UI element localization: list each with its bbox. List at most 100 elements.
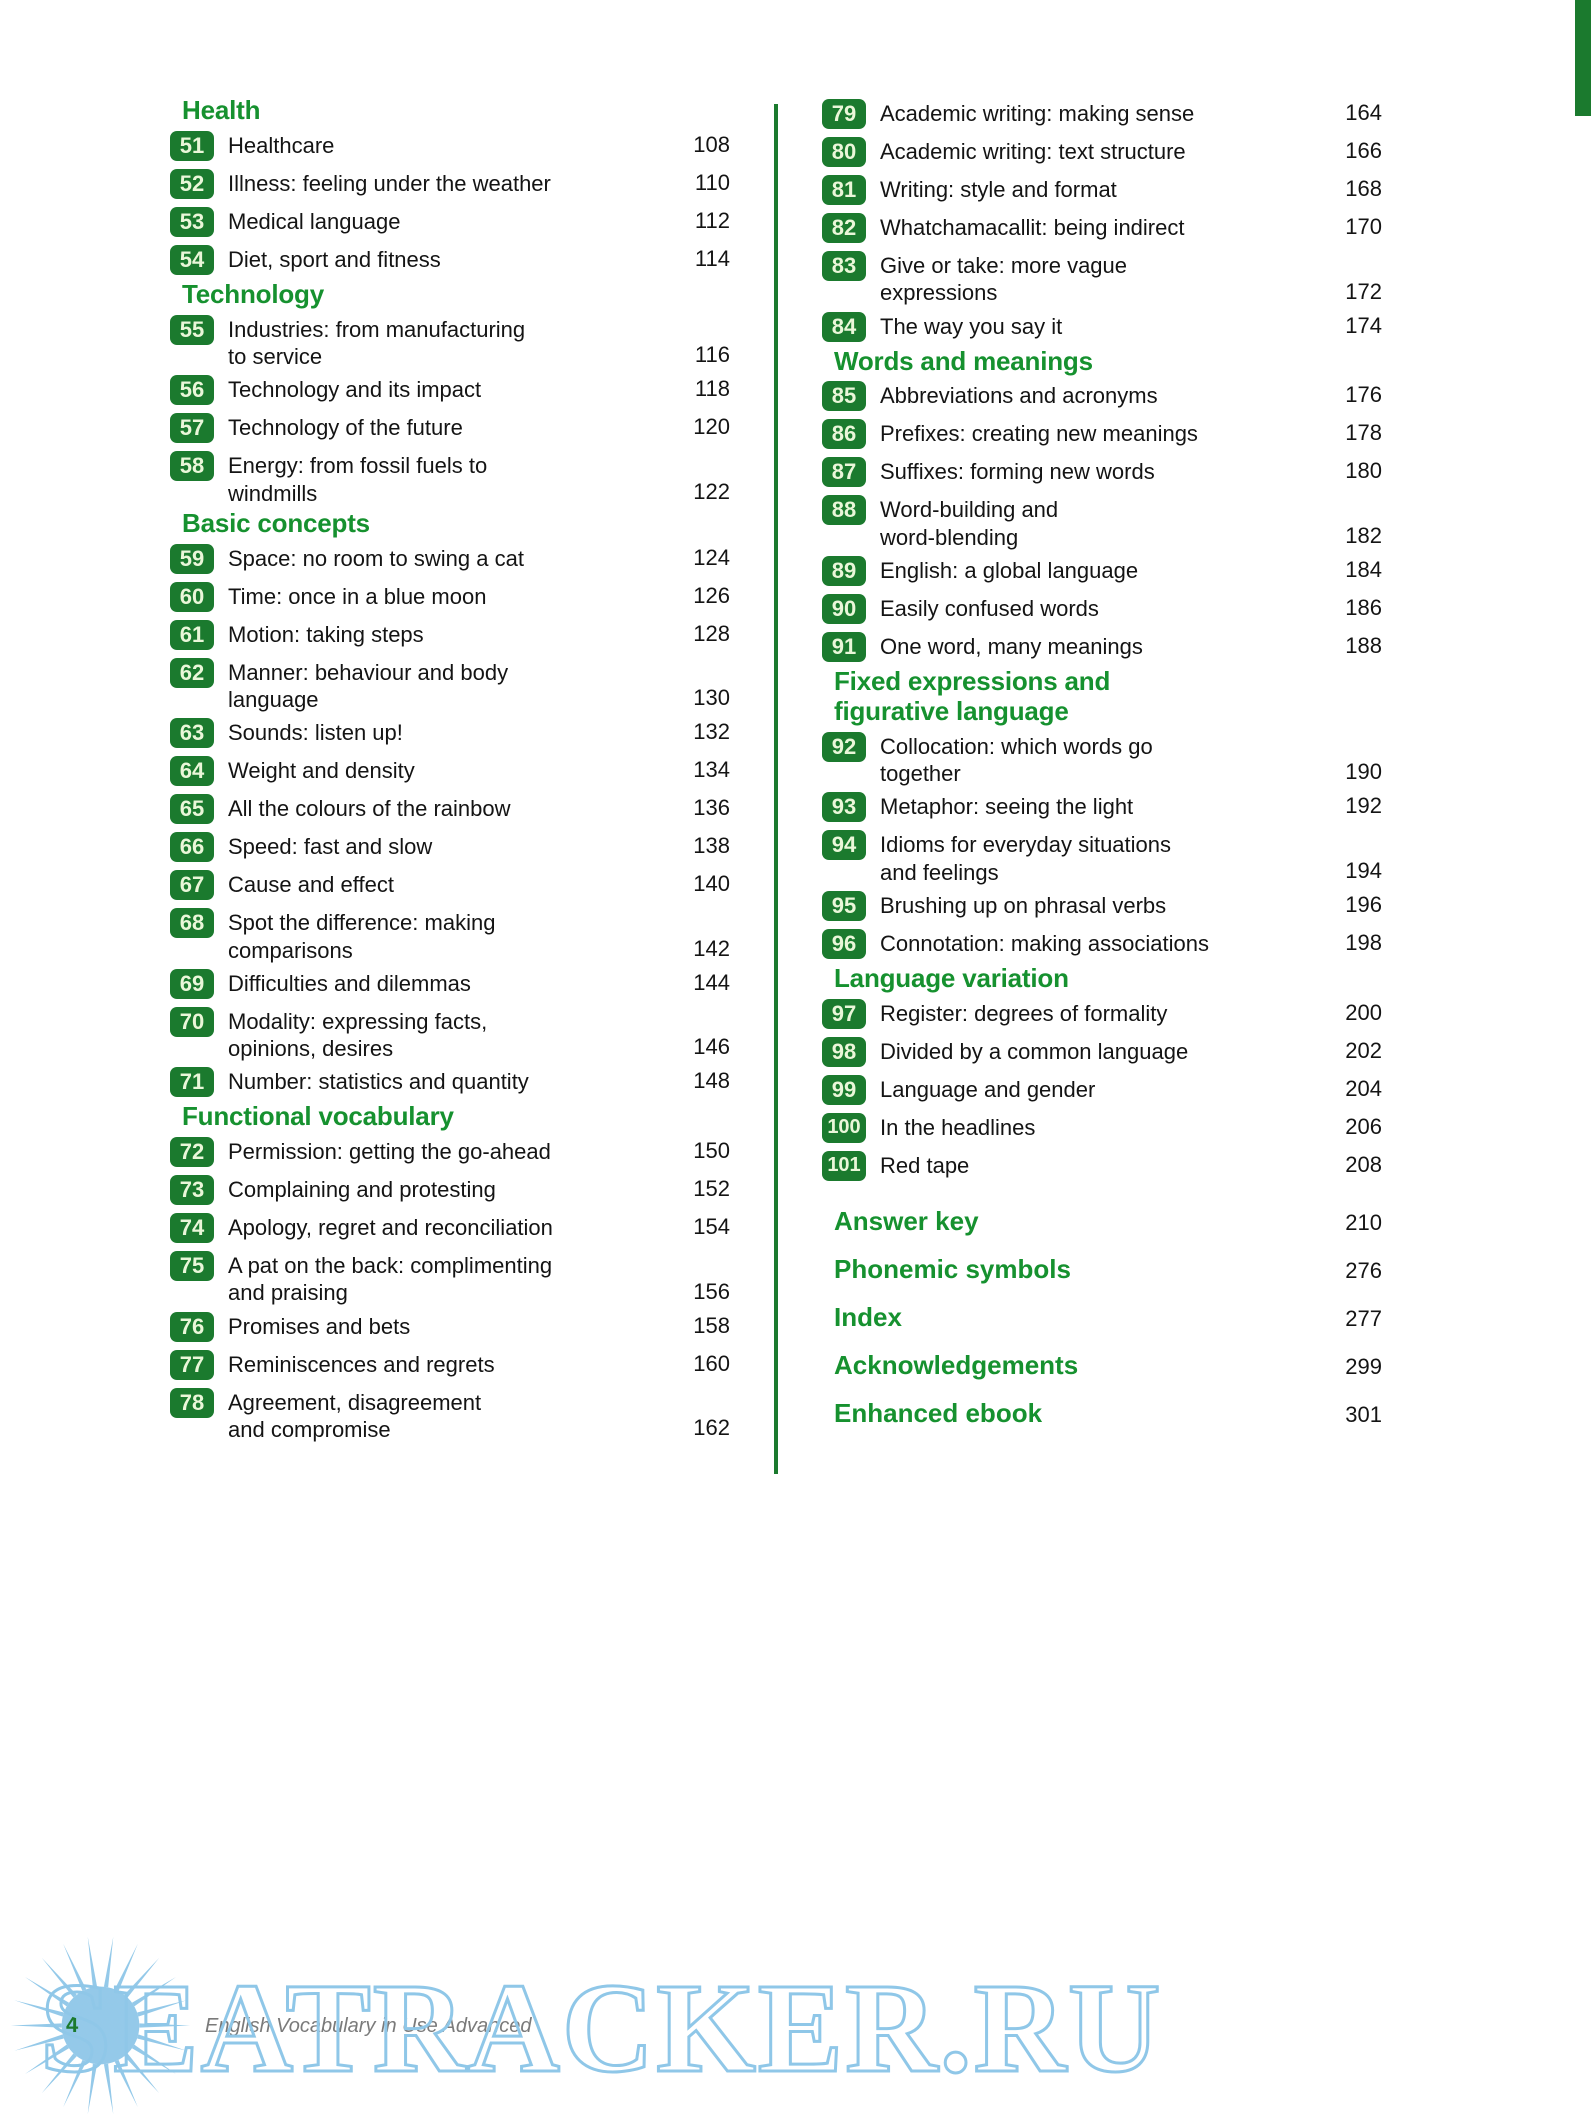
toc-section-heading: Basic concepts (182, 507, 370, 538)
toc-entry-page-number: 164 (1345, 100, 1382, 125)
unit-number-badge: 57 (170, 413, 214, 444)
toc-entry[interactable]: 87 Suffixes: forming new words 180 (822, 454, 1382, 490)
toc-entry[interactable]: 59 Space: no room to swing a cat 124 (170, 541, 730, 577)
toc-entry-page-number: 208 (1345, 1151, 1382, 1177)
toc-entry[interactable]: 86 Prefixes: creating new meanings 178 (822, 416, 1382, 452)
toc-backmatter-row[interactable]: Acknowledgements 299 (822, 1350, 1382, 1394)
toc-entry-title: Easily confused words (880, 595, 1099, 621)
unit-number-badge: 94 (822, 830, 866, 861)
toc-right-column: 79 Academic writing: making sense 164 80 Aca… (822, 96, 1382, 1446)
toc-backmatter-page-number: 210 (1345, 1209, 1382, 1235)
toc-entry[interactable]: 98 Divided by a common language 202 (822, 1034, 1382, 1070)
toc-backmatter-row[interactable]: Answer key 210 (822, 1206, 1382, 1250)
toc-entry-page-number: 172 (1345, 278, 1382, 304)
unit-number-badge: 73 (170, 1175, 214, 1206)
toc-entry[interactable]: 100 In the headlines 206 (822, 1110, 1382, 1146)
toc-entry[interactable]: 63 Sounds: listen up! 132 (170, 715, 730, 751)
toc-entry[interactable]: 66 Speed: fast and slow 138 (170, 829, 730, 865)
unit-number-badge: 52 (170, 168, 214, 199)
toc-entry[interactable]: 88 Word-building and word-blending 182 (822, 492, 1382, 551)
toc-entry[interactable]: 73 Complaining and protesting 152 (170, 1172, 730, 1208)
toc-entry[interactable]: 101 Red tape 208 (822, 1148, 1382, 1184)
toc-backmatter-row[interactable]: Phonemic symbols 276 (822, 1254, 1382, 1298)
unit-number-badge: 87 (822, 457, 866, 488)
toc-entry[interactable]: 76 Promises and bets 158 (170, 1309, 730, 1345)
unit-number-badge: 67 (170, 870, 214, 901)
toc-entry[interactable]: 96 Connotation: making associations 198 (822, 926, 1382, 962)
toc-entry[interactable]: 91 One word, many meanings 188 (822, 629, 1382, 665)
toc-entry[interactable]: 61 Motion: taking steps 128 (170, 617, 730, 653)
toc-entry[interactable]: 79 Academic writing: making sense 164 (822, 96, 1382, 132)
toc-entry[interactable]: 67 Cause and effect 140 (170, 867, 730, 903)
unit-number-badge: 97 (822, 998, 866, 1029)
unit-number-badge: 89 (822, 555, 866, 586)
toc-entry[interactable]: 58 Energy: from fossil fuels to windmills… (170, 448, 730, 507)
toc-entry[interactable]: 68 Spot the difference: making comparison… (170, 905, 730, 964)
unit-number-badge: 63 (170, 718, 214, 749)
toc-entry-page-number: 192 (1345, 793, 1382, 819)
toc-entry[interactable]: 64 Weight and density 134 (170, 753, 730, 789)
toc-entry-title: Language and gender (880, 1076, 1096, 1102)
toc-entry[interactable]: 52 Illness: feeling under the weather 110 (170, 166, 730, 202)
toc-entry[interactable]: 97 Register: degrees of formality 200 (822, 996, 1382, 1032)
unit-number-badge: 59 (170, 543, 214, 574)
toc-entry[interactable]: 95 Brushing up on phrasal verbs 196 (822, 888, 1382, 924)
toc-entry-title: Manner: behaviour and body language (228, 659, 509, 712)
toc-entry[interactable]: 93 Metaphor: seeing the light 192 (822, 789, 1382, 825)
toc-entry[interactable]: 92 Collocation: which words go together 19… (822, 729, 1382, 788)
toc-entry[interactable]: 70 Modality: expressing facts, opinions, … (170, 1004, 730, 1063)
unit-number-badge: 72 (170, 1137, 214, 1168)
unit-number-badge: 77 (170, 1349, 214, 1380)
toc-entry-title: Complaining and protesting (228, 1177, 496, 1203)
toc-backmatter-row[interactable]: Index 277 (822, 1302, 1382, 1346)
toc-entry-title: Whatchamacallit: being indirect (880, 215, 1185, 240)
toc-entry[interactable]: 51 Healthcare 108 (170, 128, 730, 164)
toc-entry[interactable]: 90 Easily confused words 186 (822, 591, 1382, 627)
toc-entry-title: Word-building and word-blending (880, 497, 1059, 550)
toc-entry-title: Abbreviations and acronyms (880, 383, 1158, 409)
toc-entry[interactable]: 81 Writing: style and format 168 (822, 172, 1382, 208)
toc-entry[interactable]: 65 All the colours of the rainbow 136 (170, 791, 730, 827)
unit-number-badge: 90 (822, 593, 866, 624)
toc-entry-page-number: 144 (693, 969, 730, 995)
unit-number-badge: 81 (822, 175, 866, 205)
toc-entry[interactable]: 69 Difficulties and dilemmas 144 (170, 966, 730, 1002)
toc-entry-page-number: 158 (693, 1312, 730, 1338)
toc-entry[interactable]: 62 Manner: behaviour and body language 130 (170, 655, 730, 714)
toc-entry[interactable]: 83 Give or take: more vague expressions 17… (822, 248, 1382, 307)
toc-entry[interactable]: 85 Abbreviations and acronyms 176 (822, 378, 1382, 414)
toc-entry-page-number: 142 (693, 935, 730, 961)
toc-entry[interactable]: 99 Language and gender 204 (822, 1072, 1382, 1108)
toc-entry[interactable]: 80 Academic writing: text structure 166 (822, 134, 1382, 170)
toc-entry[interactable]: 75 A pat on the back: complimenting and p… (170, 1248, 730, 1307)
toc-entry-page-number: 190 (1345, 759, 1382, 785)
unit-number-badge: 53 (170, 206, 214, 237)
unit-number-badge: 56 (170, 375, 214, 406)
toc-entry[interactable]: 56 Technology and its impact 118 (170, 372, 730, 408)
toc-backmatter-row[interactable]: Enhanced ebook 301 (822, 1398, 1382, 1442)
toc-entry[interactable]: 82 Whatchamacallit: being indirect 170 (822, 210, 1382, 246)
unit-number-badge: 86 (822, 419, 866, 450)
toc-entry[interactable]: 78 Agreement, disagreement and compromise… (170, 1385, 730, 1444)
toc-entry[interactable]: 53 Medical language 112 (170, 204, 730, 240)
toc-entry[interactable]: 54 Diet, sport and fitness 114 (170, 242, 730, 278)
toc-entry[interactable]: 55 Industries: from manufacturing to serv… (170, 312, 730, 371)
unit-number-badge: 54 (170, 244, 214, 275)
toc-entry-title: One word, many meanings (880, 633, 1143, 659)
toc-entry[interactable]: 89 English: a global language 184 (822, 553, 1382, 589)
toc-entry-page-number: 150 (693, 1138, 730, 1164)
toc-entry[interactable]: 57 Technology of the future 120 (170, 410, 730, 446)
toc-entry-page-number: 174 (1345, 312, 1382, 338)
toc-entry[interactable]: 84 The way you say it 174 (822, 309, 1382, 345)
toc-entry[interactable]: 74 Apology, regret and reconciliation 154 (170, 1210, 730, 1246)
toc-entry[interactable]: 94 Idioms for everyday situations and fee… (822, 827, 1382, 886)
unit-number-badge: 85 (822, 381, 866, 412)
toc-entry-page-number: 128 (693, 620, 730, 646)
toc-entry[interactable]: 72 Permission: getting the go-ahead 150 (170, 1134, 730, 1170)
toc-entry-title: Industries: from manufacturing to servic… (228, 316, 526, 370)
page-number: 4 (66, 2012, 79, 2037)
toc-entry[interactable]: 60 Time: once in a blue moon 126 (170, 579, 730, 615)
toc-entry[interactable]: 71 Number: statistics and quantity 148 (170, 1064, 730, 1100)
toc-entry[interactable]: 77 Reminiscences and regrets 160 (170, 1347, 730, 1383)
unit-number-badge: 68 (170, 908, 214, 939)
